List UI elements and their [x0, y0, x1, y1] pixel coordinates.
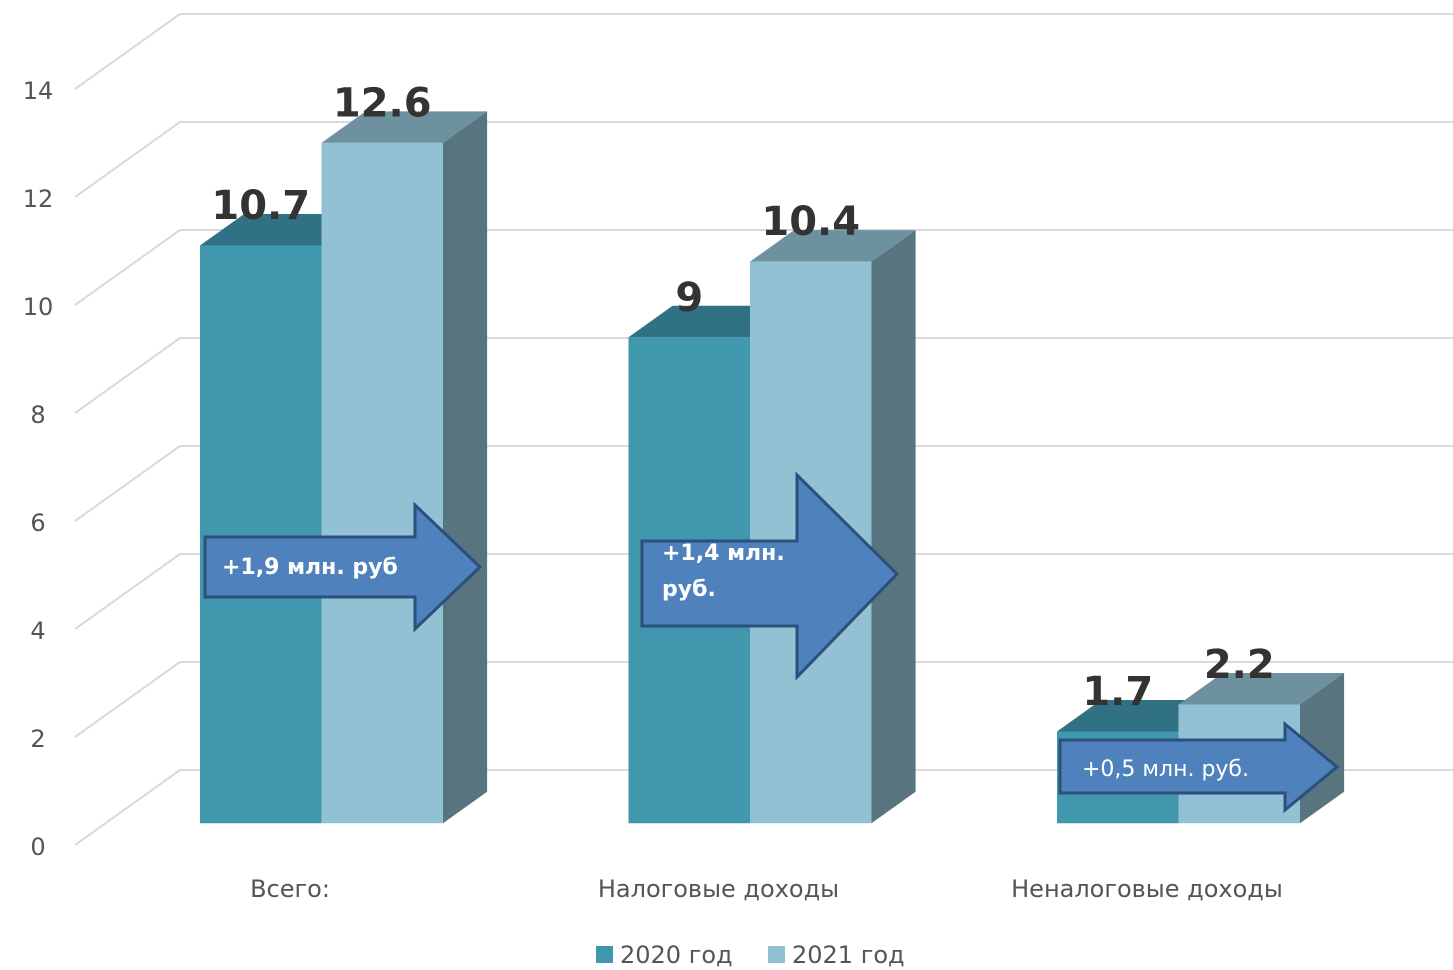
- legend-label: 2020 год: [620, 941, 733, 969]
- bar-top: [321, 111, 488, 143]
- x-tick-label: Неналоговые доходы: [1011, 875, 1283, 903]
- grid-line: [74, 121, 181, 198]
- bar-top: [750, 230, 916, 262]
- x-tick-label: Всего:: [250, 875, 330, 903]
- y-tick-label: 6: [30, 509, 45, 537]
- bar-side: [443, 111, 488, 824]
- annotation: +0,5 млн. руб.: [1082, 757, 1249, 782]
- bar-side: [871, 230, 916, 824]
- data-label: 10.4: [761, 199, 860, 245]
- bar: [321, 142, 443, 824]
- grid-line: [74, 553, 181, 630]
- y-tick-label: 12: [23, 185, 54, 213]
- bar: [200, 245, 322, 824]
- x-tick-label: Налоговые доходы: [598, 875, 839, 903]
- arrow: [203, 501, 483, 633]
- y-tick-label: 2: [30, 725, 45, 753]
- bar-top: [1178, 672, 1345, 705]
- data-label: 12.6: [333, 80, 432, 126]
- y-tick-label: 14: [23, 77, 54, 105]
- grid-line: [74, 769, 181, 846]
- data-label: 9: [675, 275, 703, 321]
- annotation: +1,9 млн. руб: [222, 555, 398, 580]
- grid-line: [74, 337, 181, 414]
- arrow: [1058, 720, 1340, 814]
- legend-swatch: [768, 946, 785, 963]
- grid-line: [74, 13, 181, 90]
- grid-line: [74, 661, 181, 738]
- arrow: [640, 471, 900, 681]
- y-tick-label: 4: [30, 617, 45, 645]
- data-label: 1.7: [1082, 669, 1153, 715]
- y-tick-label: 8: [30, 401, 45, 429]
- grid-line: [74, 229, 181, 306]
- annotation: +1,4 млн. руб.: [662, 541, 785, 602]
- data-label: 10.7: [211, 183, 310, 229]
- legend-label: 2021 год: [792, 941, 905, 969]
- data-label: 2.2: [1204, 642, 1275, 688]
- grid-line: [74, 445, 181, 522]
- legend-swatch: [596, 946, 613, 963]
- y-tick-label: 10: [23, 293, 54, 321]
- y-tick-label: 0: [30, 833, 45, 861]
